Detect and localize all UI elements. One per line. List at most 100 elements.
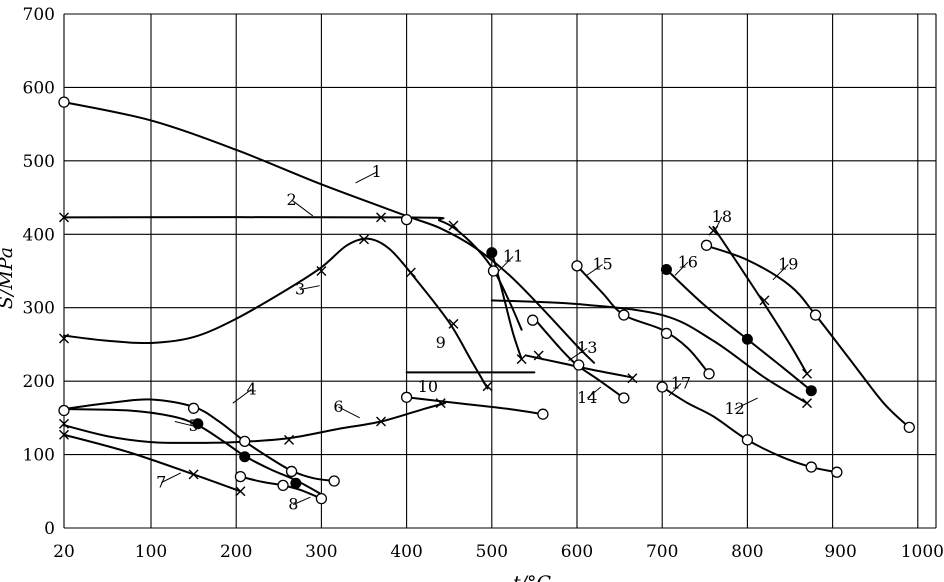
x-tick-label: 900 [824, 542, 856, 562]
leader-line-series-15 [585, 264, 603, 277]
point-cross-series-6 [284, 434, 295, 445]
y-tick-label: 0 [44, 519, 55, 539]
point-open-series-4 [239, 435, 251, 448]
x-tick-label: 1000 [901, 542, 944, 562]
leader-line-series-4 [232, 388, 252, 404]
series-line-7 [63, 433, 242, 493]
series-line-1 [63, 101, 596, 364]
point-cross-series-6 [435, 398, 446, 409]
point-cross-series-12 [802, 398, 813, 409]
point-filled-series-11 [486, 247, 498, 259]
series-label-8: 8 [288, 495, 298, 514]
y-tick-label: 300 [23, 299, 55, 319]
series-line-3 [63, 237, 489, 390]
series-label-18: 18 [712, 207, 732, 226]
point-cross-series-18 [802, 368, 813, 379]
leader-line-series-5 [174, 421, 194, 427]
leader-line-series-13 [568, 347, 588, 362]
series-markers [58, 96, 915, 505]
point-cross-series-2 [376, 212, 387, 223]
leader-line-series-2 [291, 199, 314, 217]
point-filled-series-16 [741, 333, 753, 345]
point-cross-series-18 [759, 295, 770, 306]
point-open-series-17 [656, 381, 668, 393]
series-label-17: 17 [671, 373, 691, 392]
x-tick-label: 800 [731, 542, 763, 562]
point-open-series-4 [187, 402, 200, 414]
series-line-15 [576, 264, 711, 375]
series-label-9: 9 [436, 333, 446, 352]
point-open-series-4 [328, 475, 340, 487]
point-open-series-14 [618, 392, 630, 404]
x-tick-label: 100 [135, 542, 167, 562]
series-label-11: 11 [503, 246, 523, 265]
series-label-2: 2 [286, 190, 296, 209]
leader-line-series-8 [293, 496, 311, 506]
y-axis-ticks: 0 100 200 300 400 500 600 700 [23, 5, 55, 539]
point-cross-series-3 [316, 266, 327, 276]
point-filled-series-5 [290, 477, 302, 489]
point-open-series-10 [537, 408, 549, 420]
point-open-series-17 [805, 461, 817, 473]
point-open-series-19 [903, 421, 915, 434]
leader-line-series-1 [355, 171, 378, 184]
leader-line-series-17 [668, 383, 682, 397]
point-open-series-15 [660, 327, 673, 340]
y-tick-label: 100 [23, 446, 55, 466]
point-cross-series-3 [59, 333, 69, 344]
leader-line-series-6 [338, 406, 360, 419]
point-cross-series-3 [448, 318, 459, 329]
point-open-series-8 [315, 492, 328, 505]
point-open-series-14 [573, 359, 585, 371]
leader-line-series-7 [161, 472, 182, 484]
point-open-series-4 [58, 404, 70, 417]
series-line-10 [405, 396, 544, 416]
point-filled-series-16 [660, 264, 672, 276]
series-label-1: 1 [372, 162, 382, 181]
series-line-12 [490, 299, 809, 405]
point-cross-series-7 [59, 429, 69, 440]
point-open-series-15 [703, 368, 715, 380]
series-label-5: 5 [189, 416, 199, 435]
series-label-12: 12 [724, 399, 744, 418]
point-cross-series-13 [533, 350, 544, 361]
point-open-series-11 [487, 265, 500, 277]
leader-line-series-11 [498, 256, 514, 272]
series-line-5 [63, 408, 323, 496]
point-open-series-1 [58, 96, 70, 108]
point-cross-series-2 [59, 212, 69, 223]
x-tick-label: 500 [476, 542, 508, 562]
point-open-series-8 [277, 479, 289, 492]
point-open-series-15 [618, 309, 630, 321]
point-open-series-1 [400, 213, 413, 226]
series-label-14: 14 [577, 388, 597, 407]
series-line-18 [712, 225, 809, 375]
series-line-4 [63, 398, 336, 483]
y-tick-label: 400 [23, 225, 55, 245]
series-label-7: 7 [156, 473, 166, 492]
point-open-series-8 [234, 470, 247, 483]
series-label-6: 6 [333, 397, 343, 416]
x-tick-label: 20 [53, 542, 75, 562]
x-tick-label: 700 [646, 542, 678, 562]
point-cross-series-2 [448, 220, 459, 231]
y-axis-label: S/MPa [0, 247, 17, 309]
point-open-series-4 [285, 465, 298, 478]
series-label-16: 16 [678, 252, 698, 271]
x-axis-ticks: 20 100 200 300 400 500 600 700 800 900 1000 [53, 542, 944, 562]
point-open-series-19 [809, 309, 822, 321]
point-open-series-10 [400, 391, 413, 403]
point-cross-series-11 [516, 354, 527, 365]
series-label-15: 15 [592, 255, 612, 274]
series-line-2 [63, 216, 523, 331]
leader-line-series-12 [734, 397, 758, 410]
series-curves [63, 101, 911, 500]
point-cross-series-3 [482, 381, 493, 392]
point-filled-series-5 [192, 418, 204, 430]
leader-line-series-16 [674, 261, 689, 276]
point-open-series-19 [700, 239, 713, 251]
leader-line-series-14 [586, 386, 602, 399]
point-cross-series-3 [359, 234, 369, 245]
leader-line-series-19 [772, 264, 789, 281]
